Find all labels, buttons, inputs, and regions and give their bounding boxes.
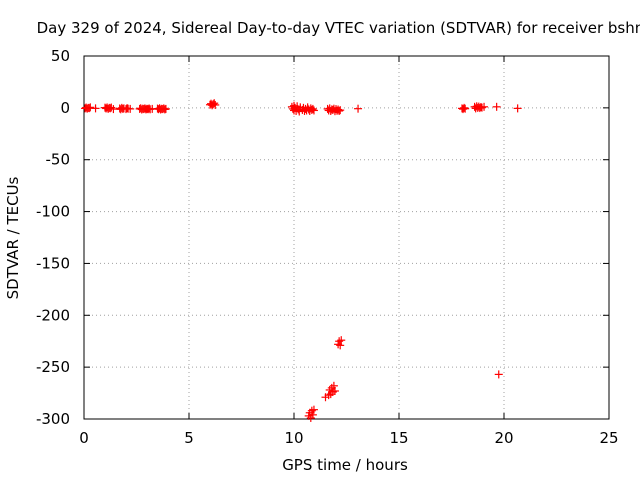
x-tick-label: 25 xyxy=(599,429,618,447)
plot-frame xyxy=(83,55,610,420)
data-point xyxy=(492,102,501,111)
data-point xyxy=(86,103,95,112)
data-point xyxy=(480,102,489,111)
x-tick-label: 0 xyxy=(79,429,89,447)
y-tick-label: -300 xyxy=(36,410,70,428)
y-tick-label: -200 xyxy=(36,306,70,324)
data-point xyxy=(161,104,170,113)
y-tick-label: -100 xyxy=(36,203,70,221)
data-point xyxy=(211,100,220,109)
x-axis-label: GPS time / hours xyxy=(282,456,408,474)
y-tick-label: -150 xyxy=(36,254,70,272)
x-tick-label: 10 xyxy=(284,429,303,447)
y-tick-label: 50 xyxy=(51,47,70,65)
y-axis-label: SDTVAR / TECUs xyxy=(4,176,22,299)
chart-title: Day 329 of 2024, Sidereal Day-to-day VTE… xyxy=(37,19,640,37)
data-point xyxy=(309,405,318,414)
x-tick-label: 15 xyxy=(389,429,408,447)
data-point xyxy=(308,104,317,113)
data-point xyxy=(126,104,135,113)
data-point xyxy=(210,99,219,108)
gridlines xyxy=(84,56,609,419)
data-point xyxy=(109,105,118,114)
x-tick-label: 20 xyxy=(494,429,513,447)
y-tick-label: -50 xyxy=(46,151,71,169)
data-point xyxy=(513,104,522,113)
x-tick-labels: 0 5 10 15 20 25 xyxy=(79,429,618,447)
data-point xyxy=(309,106,318,115)
data-point xyxy=(494,370,503,379)
data-point xyxy=(335,106,344,115)
data-point xyxy=(337,336,346,345)
data-points xyxy=(81,99,522,422)
data-point xyxy=(354,104,363,113)
data-point xyxy=(460,103,469,112)
data-point xyxy=(461,104,470,113)
y-tick-label: -250 xyxy=(36,358,70,376)
y-tick-label: 0 xyxy=(60,99,70,117)
data-point xyxy=(91,104,100,113)
data-point xyxy=(330,386,339,395)
y-tick-labels: 50 0 -50 -100 -150 -200 -250 -300 xyxy=(36,47,70,428)
data-point xyxy=(336,341,345,350)
data-point xyxy=(308,410,317,419)
x-tick-label: 5 xyxy=(184,429,194,447)
data-point xyxy=(329,381,338,390)
data-point xyxy=(336,106,345,115)
